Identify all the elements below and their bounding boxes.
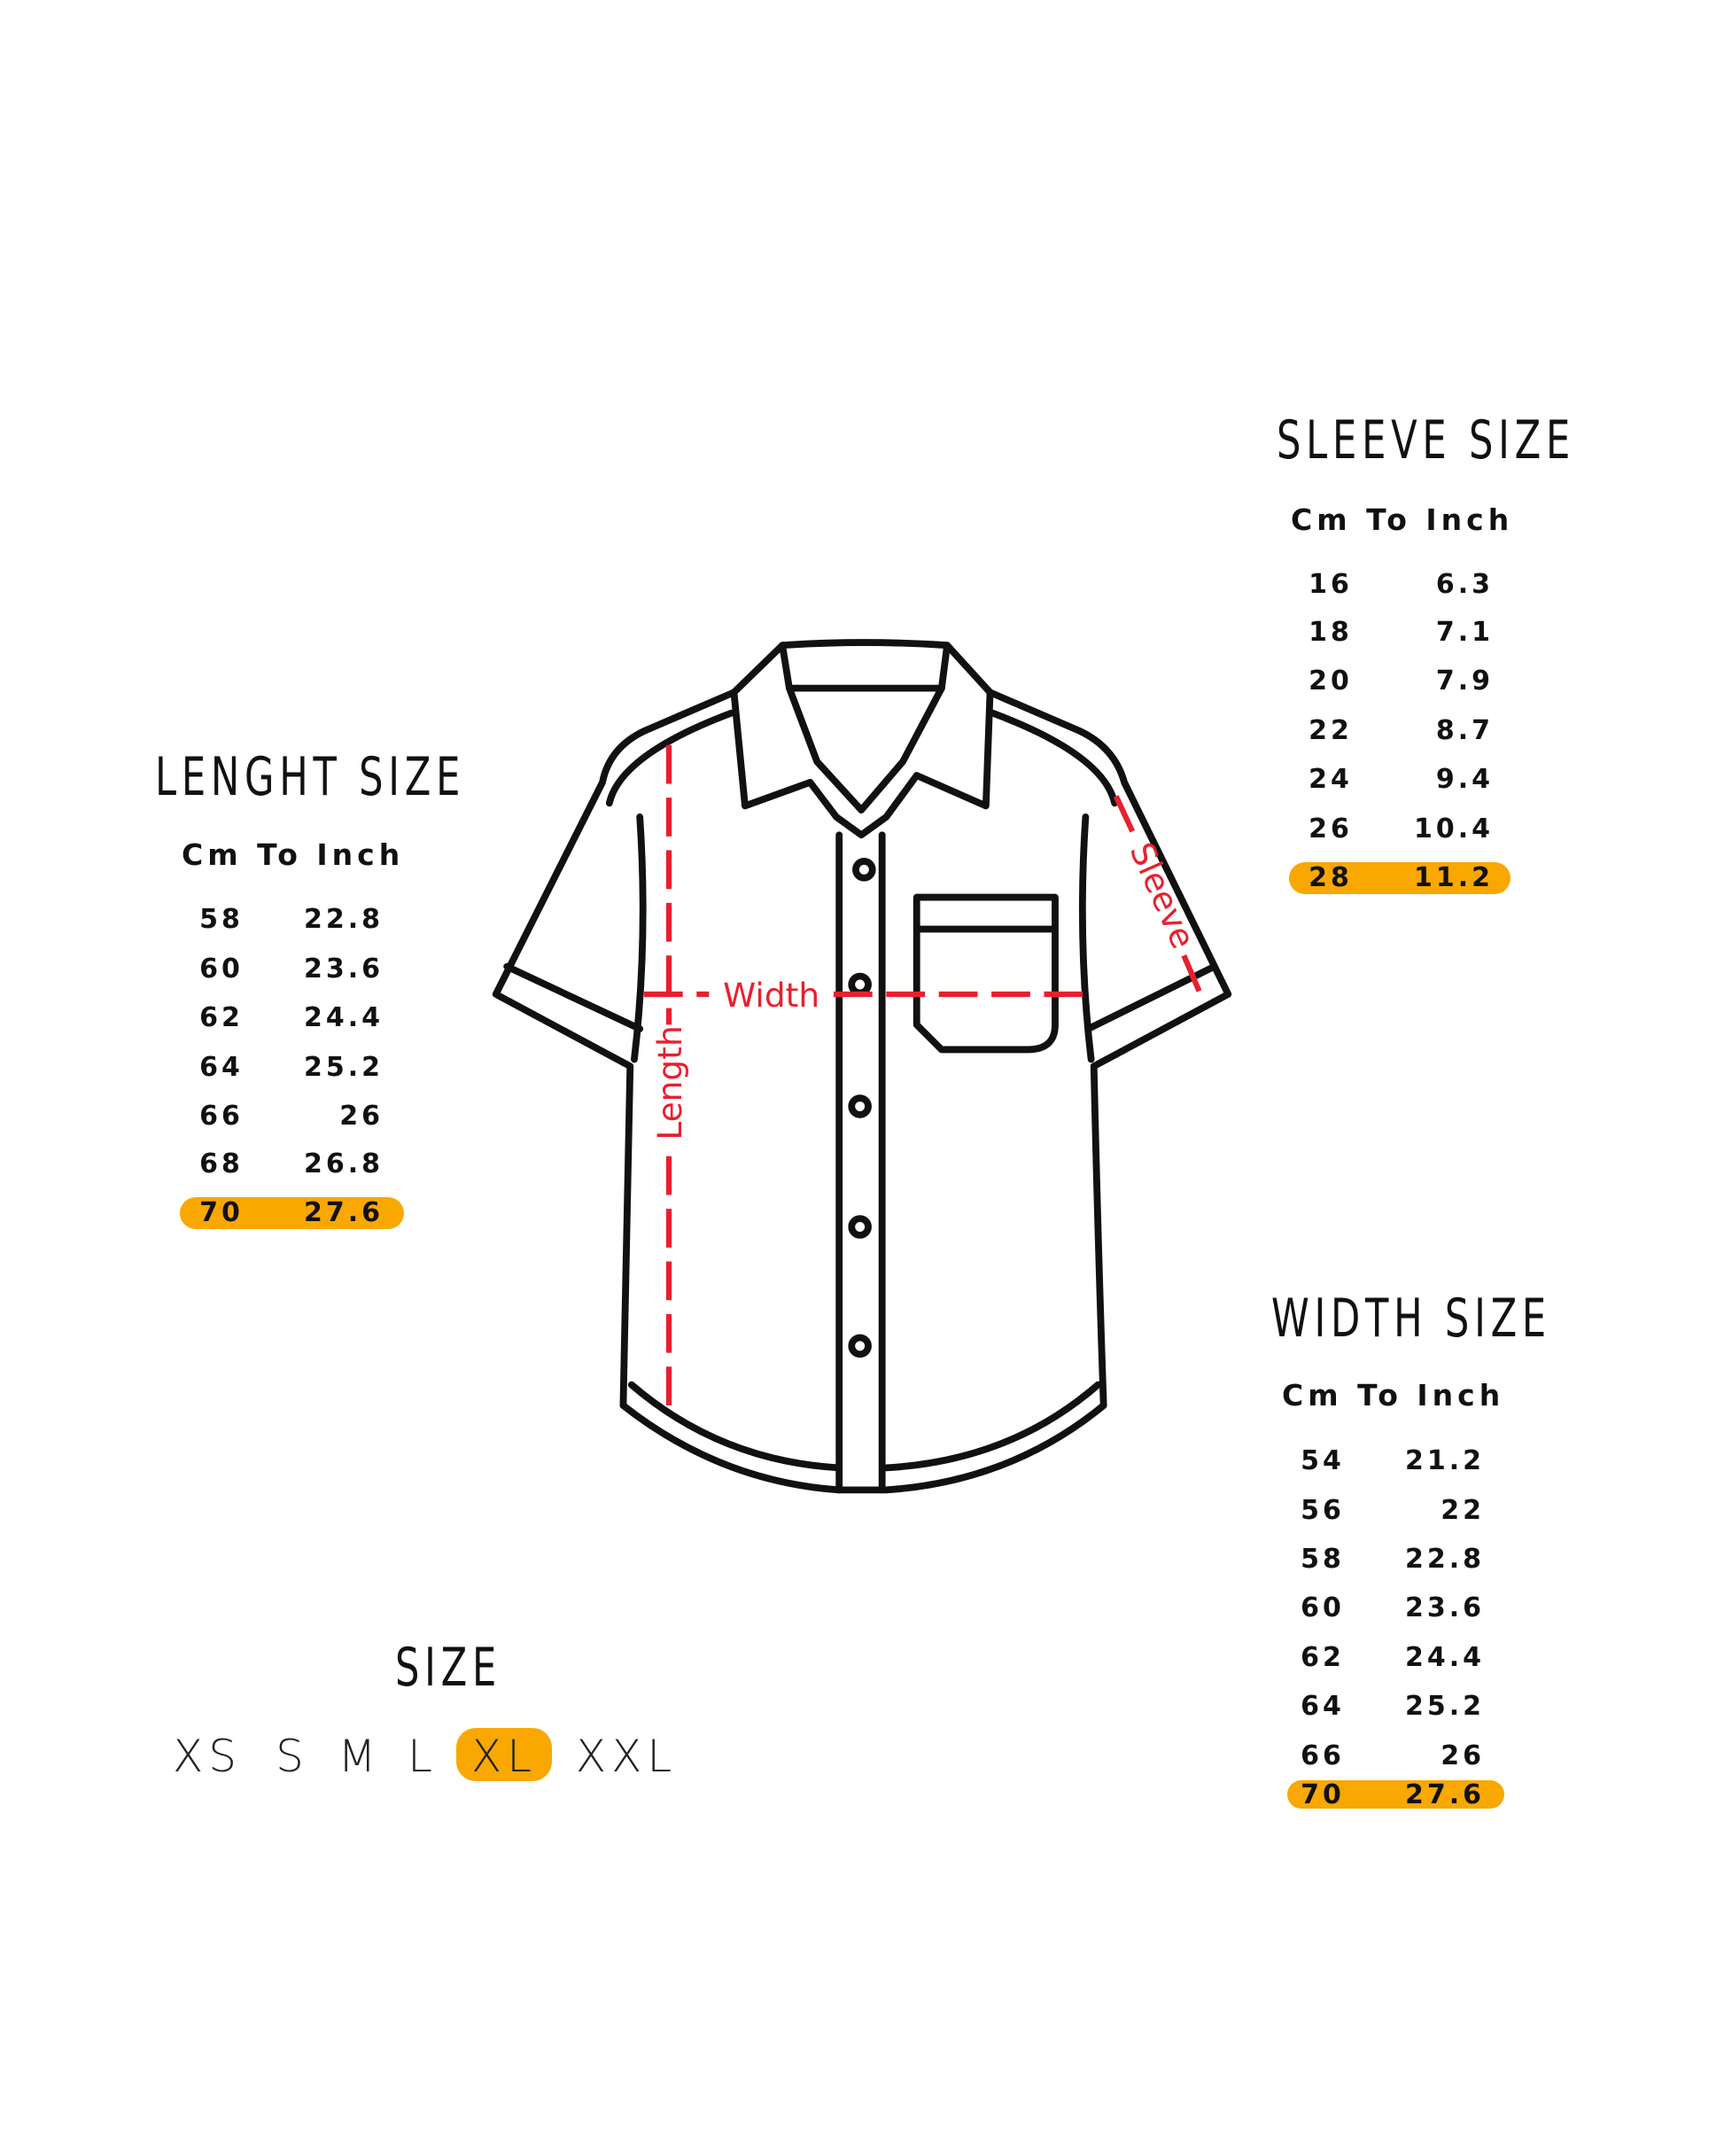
cm-value: 62 (1301, 1642, 1345, 1673)
cm-value: 26 (1309, 813, 1353, 844)
cm-value: 58 (199, 904, 244, 935)
hem-line (627, 1381, 1102, 1472)
length-unit-header: Cm To Inch (182, 837, 405, 872)
inch-value: 7.9 (1435, 665, 1494, 697)
width-unit-header: Cm To Inch (1282, 1378, 1505, 1413)
button (848, 972, 872, 997)
size-option-xs[interactable]: XS (173, 1731, 242, 1782)
inch-value: 26.8 (303, 1148, 384, 1179)
sleeve-size-title: SLEEVE SIZE (1277, 409, 1576, 471)
neck-inner (786, 684, 945, 814)
width-size-title: WIDTH SIZE (1271, 1288, 1551, 1350)
size-option-s[interactable]: S (276, 1731, 309, 1782)
length-label: Length (650, 1025, 689, 1140)
size-title: SIZE (395, 1637, 502, 1699)
collar-right (937, 642, 951, 692)
length-size-title: LENGHT SIZE (155, 746, 466, 808)
placket (835, 831, 886, 1494)
pocket (912, 893, 1059, 1054)
sleeve-fold-left (631, 813, 647, 1063)
neck-band (730, 639, 994, 839)
cuff-left (503, 962, 644, 1032)
inch-value: 25.2 (1404, 1691, 1485, 1722)
collar-left (779, 642, 793, 692)
sleeve-unit-header: Cm To Inch (1291, 502, 1514, 537)
cm-value: 22 (1309, 715, 1353, 746)
cm-value: 64 (199, 1052, 244, 1083)
cm-value: 66 (1301, 1740, 1345, 1771)
cm-value: 28 (1309, 862, 1353, 893)
inch-value: 23.6 (1404, 1592, 1485, 1623)
highlight-marker (180, 1197, 404, 1229)
inch-value: 27.6 (1404, 1779, 1485, 1810)
selected-size-marker (456, 1728, 552, 1781)
cm-value: 60 (199, 953, 244, 985)
sleeve-fold-right (1078, 813, 1095, 1063)
cm-value: 58 (1301, 1544, 1345, 1575)
cm-value: 16 (1309, 569, 1353, 600)
cm-value: 68 (199, 1148, 244, 1179)
size-option-xl[interactable]: XL (470, 1731, 538, 1782)
size-option-l[interactable]: L (408, 1731, 438, 1782)
cm-value: 64 (1301, 1691, 1345, 1722)
inch-value: 8.7 (1435, 715, 1494, 746)
measure-lines (643, 744, 1208, 1410)
size-option-m[interactable]: M (338, 1731, 382, 1782)
inch-value: 22.8 (303, 904, 384, 935)
size-option-xxl[interactable]: XXL (575, 1731, 678, 1782)
inch-value: 10.4 (1413, 813, 1494, 844)
shirt-icon (492, 639, 1232, 1494)
cm-value: 24 (1309, 764, 1353, 795)
inch-value: 22 (1441, 1495, 1485, 1526)
width-label: Width (723, 976, 819, 1015)
shirt-outline (492, 689, 1232, 1494)
cm-value: 66 (199, 1101, 244, 1132)
cm-value: 60 (1301, 1592, 1345, 1623)
inch-value: 6.3 (1435, 569, 1494, 600)
highlight-marker (1287, 1780, 1504, 1809)
cm-value: 70 (1301, 1779, 1345, 1810)
inch-value: 27.6 (303, 1197, 384, 1228)
sleeve-line (1113, 795, 1138, 839)
cm-value: 18 (1309, 617, 1353, 648)
cm-value: 62 (199, 1002, 244, 1033)
inch-value: 23.6 (303, 953, 384, 985)
button (848, 1334, 872, 1358)
inch-value: 26 (339, 1101, 384, 1132)
button (848, 1215, 872, 1239)
sleeve-label: Sleeve (1122, 837, 1203, 954)
button (852, 858, 876, 882)
inch-value: 26 (1441, 1740, 1485, 1771)
button (848, 1094, 872, 1118)
cm-value: 54 (1301, 1445, 1345, 1476)
cm-value: 56 (1301, 1495, 1345, 1526)
cm-value: 70 (199, 1197, 244, 1228)
shoulder-seam-left (605, 709, 735, 807)
inch-value: 25.2 (303, 1052, 384, 1083)
sleeve-line (1181, 953, 1208, 1006)
inch-value: 9.4 (1435, 764, 1494, 795)
inch-value: 24.4 (303, 1002, 384, 1033)
inch-value: 24.4 (1404, 1642, 1485, 1673)
inch-value: 7.1 (1435, 617, 1494, 648)
inch-value: 21.2 (1404, 1445, 1485, 1476)
inch-value: 11.2 (1413, 862, 1494, 893)
cm-value: 20 (1309, 665, 1353, 697)
shoulder-seam-right (989, 709, 1119, 807)
highlight-marker (1289, 862, 1510, 894)
inch-value: 22.8 (1404, 1544, 1485, 1575)
